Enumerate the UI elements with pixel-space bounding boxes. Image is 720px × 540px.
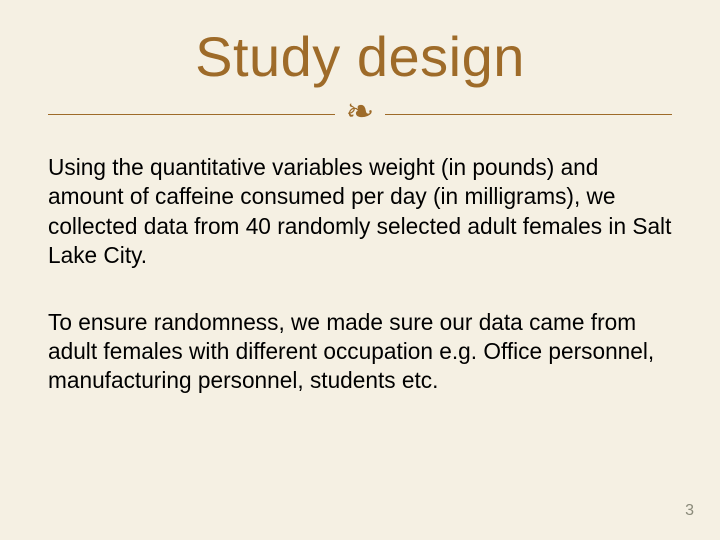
slide: Study design ❧ Using the quantitative va… — [0, 0, 720, 540]
title-divider: ❧ — [48, 97, 672, 132]
paragraph-1: Using the quantitative variables weight … — [48, 153, 672, 269]
page-number: 3 — [685, 502, 694, 520]
slide-title: Study design — [48, 28, 672, 87]
flourish-icon: ❧ — [345, 95, 374, 130]
divider-line-left — [48, 114, 335, 115]
divider-line-right — [385, 114, 672, 115]
paragraph-2: To ensure randomness, we made sure our d… — [48, 308, 672, 395]
